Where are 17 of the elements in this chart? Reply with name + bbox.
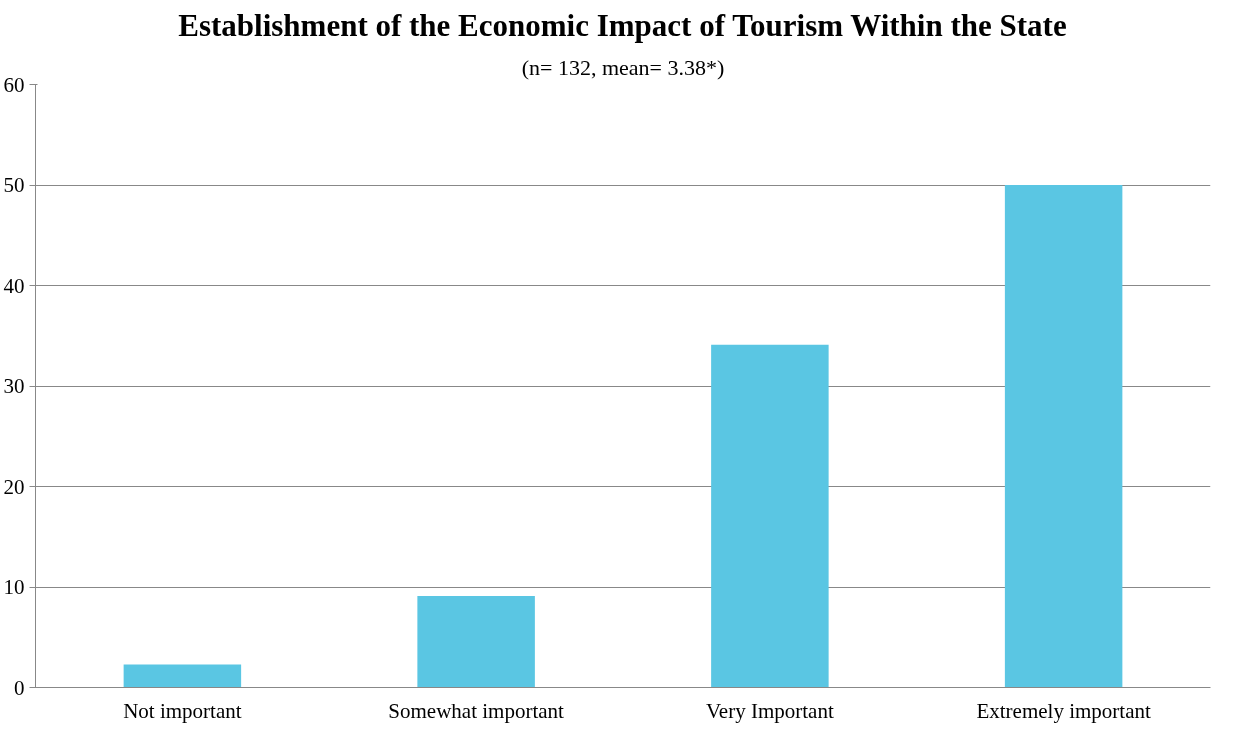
bar xyxy=(417,596,535,688)
x-tick-label: Extremely important xyxy=(976,698,1151,723)
y-tick-label: 30 xyxy=(3,374,25,398)
y-tick-label: 20 xyxy=(3,474,25,499)
bar xyxy=(711,344,829,688)
y-tick-label: 50 xyxy=(3,173,25,197)
x-tick-label: Not important xyxy=(123,698,242,723)
x-tick-label: Very Important xyxy=(706,698,834,723)
y-tick-label: 60 xyxy=(3,72,25,97)
y-tick-label: 0 xyxy=(14,675,25,700)
y-tick-label: 10 xyxy=(3,575,25,599)
y-tick-label: 40 xyxy=(3,273,25,298)
x-tick-label: Somewhat important xyxy=(388,698,565,723)
chart-subtitle: (n= 132, mean= 3.38*) xyxy=(521,54,725,80)
bar xyxy=(123,664,242,688)
chart-title: Establishment of the Economic Impact of Tourism Within the State xyxy=(178,7,1067,43)
bar xyxy=(1004,185,1123,688)
